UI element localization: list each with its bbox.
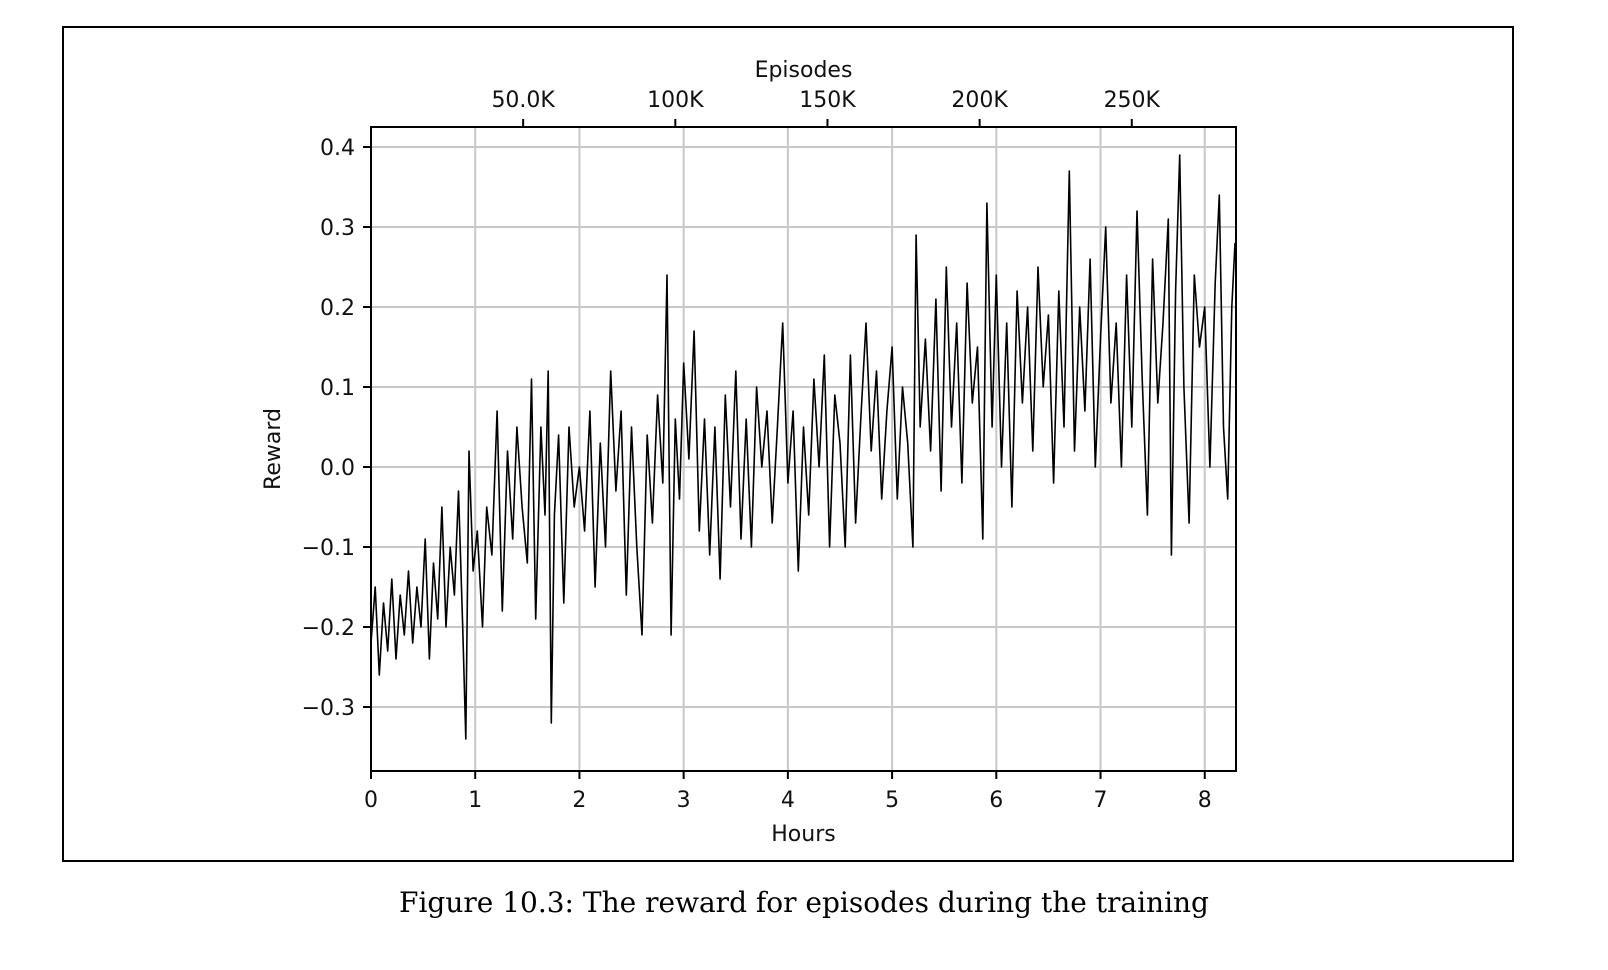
- reward-line-chart: 0 1 2 3 4 5 6 7 8 −0.3 −0.2 −0.1 0.0 0.1 0.2 0.3 0.4 50.0…: [261, 58, 1237, 847]
- y-axis-title: Reward: [261, 408, 286, 490]
- figure-frame: 0 1 2 3 4 5 6 7 8 −0.3 −0.2 −0.1 0.0 0.1 0.2 0.3 0.4 50.0…: [62, 26, 1514, 862]
- x-tick-label: 4: [781, 788, 795, 813]
- x-tick-label: 1: [468, 788, 482, 813]
- plot-area-frame: [370, 126, 1237, 772]
- series-line-group: [370, 154, 1236, 740]
- y-tick-label: 0.4: [320, 136, 355, 161]
- top-tick-label: 250K: [1104, 88, 1161, 113]
- x-tick-label: 7: [1094, 788, 1108, 813]
- y-tick-label: 0.3: [320, 216, 355, 241]
- x-tick-label: 8: [1198, 788, 1212, 813]
- axis-ticks: 0 1 2 3 4 5 6 7 8 −0.3 −0.2 −0.1 0.0 0.1 0.2 0.3 0.4 50.0…: [302, 88, 1212, 813]
- top-tick-label: 50.0K: [491, 88, 555, 113]
- x-axis-title: Hours: [771, 822, 835, 847]
- grid-lines: [370, 127, 1236, 771]
- top-tick-label: 150K: [799, 88, 856, 113]
- x-tick-label: 3: [677, 788, 691, 813]
- x-tick-label: 6: [989, 788, 1003, 813]
- y-tick-label: 0.0: [320, 456, 355, 481]
- top-axis-title: Episodes: [755, 58, 853, 83]
- y-tick-label: −0.3: [302, 696, 355, 721]
- y-tick-label: 0.1: [320, 376, 355, 401]
- y-tick-label: −0.1: [302, 536, 355, 561]
- top-tick-label: 200K: [951, 88, 1008, 113]
- x-tick-label: 0: [364, 788, 378, 813]
- x-tick-label: 2: [572, 788, 586, 813]
- y-tick-label: 0.2: [320, 296, 355, 321]
- top-tick-label: 100K: [647, 88, 704, 113]
- reward-series-line: [370, 154, 1236, 740]
- y-tick-label: −0.2: [302, 616, 355, 641]
- figure-caption: Figure 10.3: The reward for episodes dur…: [399, 886, 1209, 919]
- x-tick-label: 5: [885, 788, 899, 813]
